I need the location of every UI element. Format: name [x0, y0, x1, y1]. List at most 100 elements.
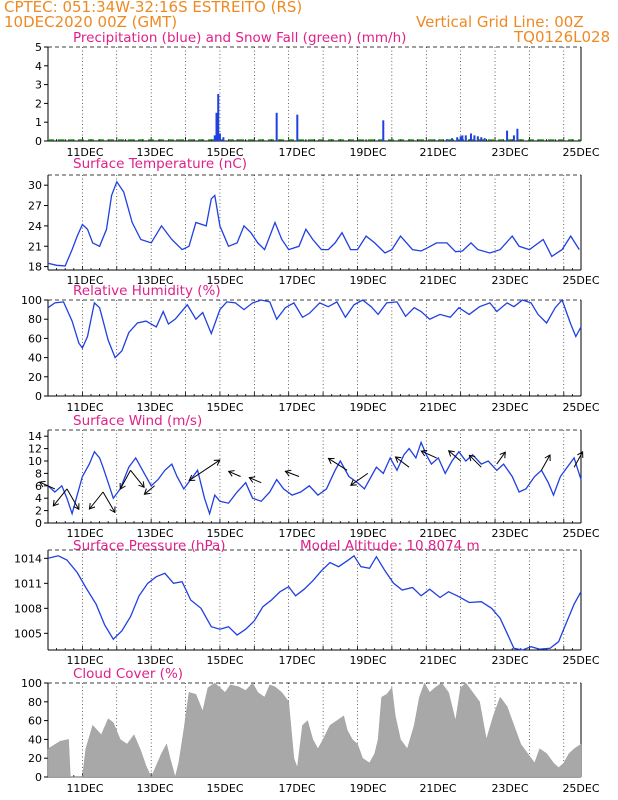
precip-bar	[275, 112, 278, 141]
x-tick-label: 13DEC	[136, 654, 173, 667]
cloud-area	[47, 682, 582, 778]
y-tick-label: 12	[28, 443, 42, 456]
precip-bar	[464, 135, 467, 141]
wind-arrowhead	[394, 456, 402, 463]
precip-bar	[451, 138, 454, 141]
y-tick-label: 8	[35, 467, 42, 480]
precip-bar	[222, 137, 225, 141]
x-tick-label: 19DEC	[349, 274, 386, 287]
wind-arrow	[66, 488, 80, 510]
wind-arrowhead	[544, 454, 551, 462]
y-tick-label: 2	[35, 505, 42, 518]
x-tick-label: 17DEC	[278, 654, 315, 667]
x-tick-label: 15DEC	[206, 654, 243, 667]
y-tick-label: 80	[28, 696, 42, 709]
precip-bar	[480, 137, 483, 141]
y-tick-label: 60	[28, 715, 42, 728]
x-tick-label: 13DEC	[136, 146, 173, 159]
precip-bar	[483, 138, 486, 141]
wind-arrowhead	[350, 479, 357, 486]
x-tick-label: 25DEC	[562, 527, 599, 540]
series-line	[47, 440, 582, 516]
wind-arrow	[130, 469, 145, 488]
x-tick-label: 21DEC	[419, 401, 456, 414]
y-tick-label: 20	[28, 752, 42, 765]
y-tick-label: 20	[28, 371, 42, 384]
wind-arrow	[52, 488, 68, 507]
panel-annotation: Model Altitude: 10.8074 m	[300, 538, 480, 554]
y-tick-label: 1008	[14, 602, 42, 615]
x-tick-label: 17DEC	[278, 401, 315, 414]
wind-arrow	[496, 451, 506, 465]
wind-arrowhead	[420, 449, 428, 457]
x-tick-label: 11DEC	[66, 274, 103, 287]
wind-arrowhead	[109, 506, 116, 514]
y-tick-label: 4	[35, 492, 42, 505]
panel-title: Surface Temperature (nC)	[73, 156, 247, 172]
y-tick-label: 0	[35, 135, 42, 148]
wind-arrowhead	[213, 459, 221, 466]
x-tick-label: 13DEC	[136, 527, 173, 540]
y-tick-label: 21	[28, 240, 42, 253]
wind-arrow	[144, 485, 155, 495]
y-tick-label: 80	[28, 313, 42, 326]
y-tick-label: 2	[35, 97, 42, 110]
y-tick-label: 0	[35, 517, 42, 530]
y-tick-label: 18	[28, 261, 42, 274]
wind-arrow	[448, 450, 461, 462]
y-tick-label: 4	[35, 60, 42, 73]
precip-bar	[218, 133, 221, 141]
wind-arrowhead	[577, 451, 584, 458]
precip-bar	[456, 137, 459, 141]
x-tick-label: 17DEC	[278, 527, 315, 540]
wind-arrowhead	[88, 503, 96, 510]
y-tick-label: 100	[21, 677, 42, 690]
x-tick-label: 19DEC	[349, 146, 386, 159]
wind-arrow	[188, 469, 205, 481]
wind-arrowhead	[227, 470, 235, 477]
wind-arrowhead	[143, 488, 151, 495]
y-tick-label: 0	[35, 771, 42, 784]
x-tick-label: 15DEC	[206, 527, 243, 540]
y-tick-label: 1	[35, 116, 42, 129]
station-header: CPTEC: 051:34W-32:16S ESTREITO (RS)	[4, 0, 303, 16]
x-tick-label: 19DEC	[349, 782, 386, 795]
x-tick-label: 21DEC	[419, 654, 456, 667]
panel-title: Surface Wind (m/s)	[73, 413, 202, 429]
panel-2: 18 21 24 27 30 11DEC 13DEC 15DEC 17DEC 19DEC 21DEC…	[28, 156, 600, 287]
wind-arrowhead	[447, 450, 455, 457]
x-tick-label: 11DEC	[66, 527, 103, 540]
wind-arrow	[421, 450, 437, 459]
x-tick-label: 11DEC	[66, 654, 103, 667]
x-tick-label: 19DEC	[349, 654, 386, 667]
x-tick-label: 21DEC	[419, 527, 456, 540]
precip-bar	[469, 133, 472, 141]
x-tick-label: 25DEC	[562, 782, 599, 795]
y-tick-label: 30	[28, 179, 42, 192]
wind-arrowhead	[499, 451, 506, 459]
precip-bar	[217, 94, 220, 141]
y-tick-label: 1011	[14, 577, 42, 590]
wind-arrowhead	[38, 480, 46, 488]
series-line	[47, 554, 582, 651]
precip-bar	[445, 139, 448, 141]
precip-bar	[506, 130, 509, 141]
precip-bar	[382, 120, 385, 141]
panel-title: Surface Pressure (hPa)	[73, 538, 226, 554]
precip-bar	[461, 135, 464, 141]
x-tick-label: 19DEC	[349, 527, 386, 540]
wind-arrow	[228, 470, 241, 477]
wind-arrowhead	[188, 474, 196, 482]
y-tick-label: 3	[35, 79, 42, 92]
panel-title: Cloud Cover (%)	[73, 666, 183, 682]
wind-arrow	[102, 491, 116, 513]
x-tick-label: 15DEC	[206, 274, 243, 287]
x-tick-label: 17DEC	[278, 274, 315, 287]
x-tick-label: 21DEC	[419, 146, 456, 159]
x-tick-label: 23DEC	[491, 654, 528, 667]
x-tick-label: 17DEC	[278, 782, 315, 795]
model-id: TQ0126L028	[514, 28, 611, 46]
x-tick-label: 11DEC	[66, 146, 103, 159]
grid-note: Vertical Grid Line: 00Z	[416, 13, 584, 31]
